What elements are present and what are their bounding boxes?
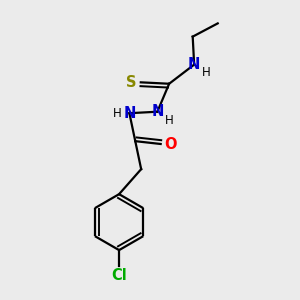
Text: H: H <box>113 107 122 120</box>
Text: H: H <box>202 66 210 80</box>
Text: O: O <box>165 136 177 152</box>
Text: N: N <box>188 57 200 72</box>
Text: N: N <box>123 106 136 121</box>
Text: S: S <box>126 75 137 90</box>
Text: H: H <box>165 114 173 127</box>
Text: N: N <box>151 104 164 119</box>
Text: Cl: Cl <box>111 268 127 283</box>
